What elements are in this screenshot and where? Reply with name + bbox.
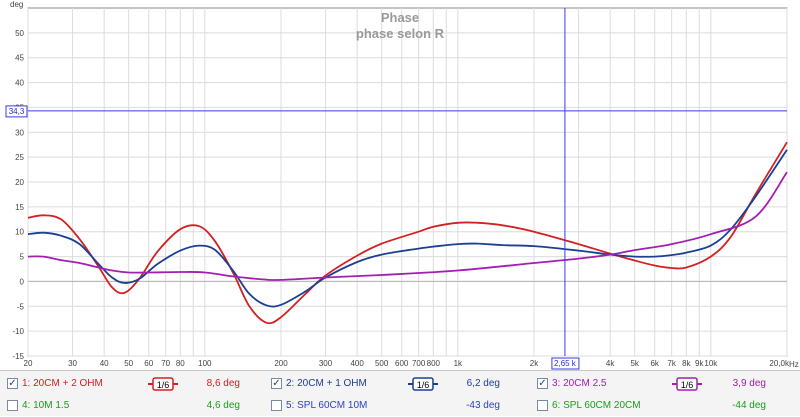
x-tick-label: 2k bbox=[530, 359, 539, 368]
trace-name-3: 3: 20CM 2.5 bbox=[552, 378, 607, 389]
x-tick-label: 300 bbox=[319, 359, 333, 368]
trace-value-4: 4,6 deg bbox=[206, 400, 240, 411]
x-tick-label: 200 bbox=[274, 359, 288, 368]
x-tick-label: 100 bbox=[198, 359, 212, 368]
series-line bbox=[27, 141, 788, 325]
trace-checkbox-3[interactable]: ✓ bbox=[537, 378, 548, 389]
y-tick-label: -15 bbox=[12, 352, 24, 361]
x-tick-label: 5k bbox=[630, 359, 639, 368]
trace-name-4: 4: 10M 1.5 bbox=[22, 400, 70, 411]
x-tick-label: 4k bbox=[606, 359, 615, 368]
trace-value-3: 3,9 deg bbox=[732, 378, 766, 389]
x-tick-label: 800 bbox=[427, 359, 441, 368]
cursor-y-label: 34,3 bbox=[9, 107, 25, 116]
trace-value-2: 6,2 deg bbox=[466, 378, 500, 389]
y-axis-unit-label: deg bbox=[10, 0, 23, 9]
y-tick-label: 5 bbox=[20, 253, 25, 262]
x-tick-label: 80 bbox=[176, 359, 185, 368]
y-tick-label: 20 bbox=[15, 178, 24, 187]
x-tick-label: 8k bbox=[682, 359, 691, 368]
y-tick-label: 15 bbox=[15, 203, 24, 212]
trace-value-5: -43 deg bbox=[466, 400, 500, 411]
x-axis-unit-label: Hz bbox=[789, 360, 799, 369]
x-tick-label: 1k bbox=[454, 359, 463, 368]
smoothing-button-1[interactable]: 1/6 bbox=[148, 377, 178, 391]
x-tick-label: 7k bbox=[667, 359, 676, 368]
x-tick-label: 40 bbox=[100, 359, 109, 368]
trace-checkbox-6[interactable] bbox=[537, 400, 548, 411]
trace-value-1: 8,6 deg bbox=[206, 378, 240, 389]
y-tick-label: 30 bbox=[15, 128, 24, 137]
x-tick-label: 6k bbox=[650, 359, 659, 368]
x-tick-label: 700 bbox=[412, 359, 426, 368]
phase-chart[interactable]: -15-10-505101520253035404550203040506070… bbox=[0, 0, 800, 370]
x-tick-label: 500 bbox=[375, 359, 389, 368]
x-tick-label: 20 bbox=[24, 359, 33, 368]
trace-checkbox-1[interactable]: ✓ bbox=[7, 378, 18, 389]
trace-name-1: 1: 20CM + 2 OHM bbox=[22, 378, 103, 389]
svg-text:1/6: 1/6 bbox=[157, 380, 170, 390]
y-tick-label: -5 bbox=[17, 302, 25, 311]
x-tick-label: 20,0k bbox=[769, 359, 790, 368]
x-tick-label: 400 bbox=[350, 359, 364, 368]
y-tick-label: 45 bbox=[15, 54, 24, 63]
legend-row: 4: 10M 1.5 4,6 deg 5: SPL 60CM 10M -43 deg 6… bbox=[0, 395, 800, 417]
smoothing-button-3[interactable]: 1/6 bbox=[672, 377, 702, 391]
legend-panel: ✓ 1: 20CM + 2 OHM 1/6 8,6 deg ✓ 2: 20CM + 1 O… bbox=[0, 370, 800, 416]
svg-text:1/6: 1/6 bbox=[417, 380, 430, 390]
trace-name-2: 2: 20CM + 1 OHM bbox=[286, 378, 367, 389]
chart-title: Phase bbox=[381, 10, 419, 25]
cursor-x-label: 2,65 k bbox=[554, 359, 577, 368]
x-tick-label: 10k bbox=[704, 359, 718, 368]
x-tick-label: 60 bbox=[144, 359, 153, 368]
legend-row: ✓ 1: 20CM + 2 OHM 1/6 8,6 deg ✓ 2: 20CM + 1 O… bbox=[0, 373, 800, 395]
trace-name-6: 6: SPL 60CM 20CM bbox=[552, 400, 641, 411]
x-tick-label: 9k bbox=[695, 359, 704, 368]
x-tick-label: 70 bbox=[161, 359, 170, 368]
trace-value-6: -44 deg bbox=[732, 400, 766, 411]
y-tick-label: 40 bbox=[15, 79, 24, 88]
y-tick-label: 0 bbox=[20, 277, 25, 286]
y-tick-label: -10 bbox=[12, 327, 24, 336]
y-tick-label: 10 bbox=[15, 228, 24, 237]
trace-checkbox-2[interactable]: ✓ bbox=[271, 378, 282, 389]
x-tick-label: 50 bbox=[124, 359, 133, 368]
trace-checkbox-5[interactable] bbox=[271, 400, 282, 411]
trace-name-5: 5: SPL 60CM 10M bbox=[286, 400, 368, 411]
chart-subtitle: phase selon R bbox=[356, 26, 445, 41]
series-line bbox=[27, 171, 788, 281]
y-tick-label: 25 bbox=[15, 153, 24, 162]
series-line bbox=[27, 149, 788, 308]
y-tick-label: 50 bbox=[15, 29, 24, 38]
svg-text:1/6: 1/6 bbox=[681, 380, 694, 390]
x-tick-label: 600 bbox=[395, 359, 409, 368]
smoothing-button-2[interactable]: 1/6 bbox=[408, 377, 438, 391]
x-tick-label: 30 bbox=[68, 359, 77, 368]
trace-checkbox-4[interactable] bbox=[7, 400, 18, 411]
